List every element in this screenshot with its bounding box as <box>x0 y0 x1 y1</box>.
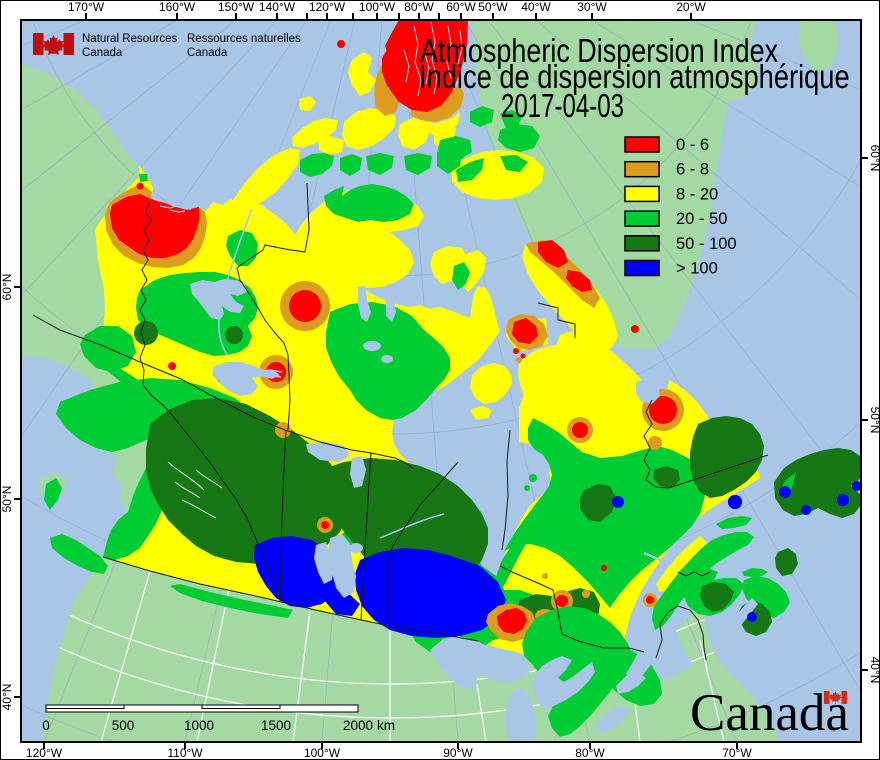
svg-text:20°W: 20°W <box>676 0 706 14</box>
svg-text:110°W: 110°W <box>167 746 203 760</box>
svg-text:50°N: 50°N <box>0 486 14 513</box>
svg-text:km: km <box>377 718 395 733</box>
svg-text:60°N: 60°N <box>868 145 880 172</box>
svg-text:80°W: 80°W <box>575 746 605 760</box>
svg-text:40°N: 40°N <box>868 657 880 684</box>
svg-text:170°W: 170°W <box>68 0 105 14</box>
svg-text:0 - 6: 0 - 6 <box>676 136 709 154</box>
svg-text:1500: 1500 <box>261 718 291 733</box>
svg-text:100°W: 100°W <box>304 746 341 760</box>
svg-text:Canada: Canada <box>690 684 849 742</box>
svg-text:6 - 8: 6 - 8 <box>676 161 709 179</box>
svg-text:Canada: Canada <box>82 47 123 59</box>
svg-text:Indice de dispersion atmosphér: Indice de dispersion atmosphérique <box>419 60 850 96</box>
svg-text:Natural Resources: Natural Resources <box>82 33 177 45</box>
svg-text:100°W: 100°W <box>359 0 396 14</box>
svg-text:40°W: 40°W <box>521 0 551 14</box>
svg-text:120°W: 120°W <box>309 0 346 14</box>
svg-text:50 - 100: 50 - 100 <box>676 235 737 253</box>
svg-text:50°W: 50°W <box>478 0 508 14</box>
svg-text:60°W: 60°W <box>446 0 476 14</box>
svg-text:90°W: 90°W <box>443 746 473 760</box>
svg-text:160°W: 160°W <box>159 0 196 14</box>
svg-text:> 100: > 100 <box>676 260 718 278</box>
svg-text:8 - 20: 8 - 20 <box>676 185 718 203</box>
svg-text:60°N: 60°N <box>0 274 14 301</box>
svg-text:140°W: 140°W <box>259 0 296 14</box>
svg-text:30°W: 30°W <box>577 0 607 14</box>
svg-text:1000: 1000 <box>184 718 214 733</box>
svg-text:40°N: 40°N <box>0 684 14 711</box>
svg-text:Atmospheric Dispersion Index: Atmospheric Dispersion Index <box>420 34 778 70</box>
svg-text:50°N: 50°N <box>868 407 880 434</box>
svg-text:2017-04-03: 2017-04-03 <box>501 88 624 125</box>
svg-text:80°W: 80°W <box>404 0 434 14</box>
svg-text:2000: 2000 <box>343 718 373 733</box>
svg-text:150°W: 150°W <box>218 0 255 14</box>
svg-text:120°W: 120°W <box>26 746 63 760</box>
svg-text:Canada: Canada <box>187 47 228 59</box>
svg-text:20 - 50: 20 - 50 <box>676 210 727 228</box>
svg-text:70°W: 70°W <box>722 746 752 760</box>
svg-text:500: 500 <box>112 718 135 733</box>
svg-text:Ressources naturelles: Ressources naturelles <box>187 33 301 45</box>
svg-text:0: 0 <box>42 718 50 733</box>
